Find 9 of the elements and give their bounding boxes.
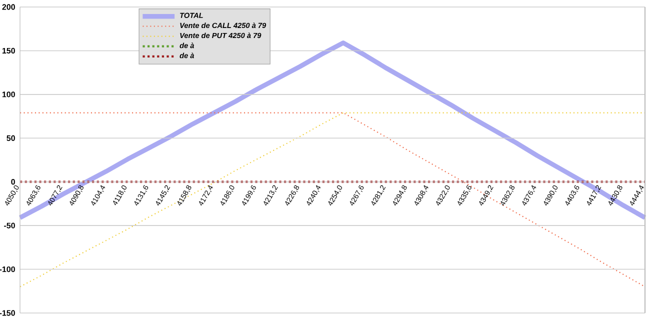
y-tick-label: 200 [2, 4, 15, 10]
y-tick-label: 150 [2, 48, 15, 54]
line-series [18, 40, 648, 220]
y-tick-label: -50 [4, 222, 15, 228]
y-tick-label: -150 [0, 310, 15, 316]
y-tick-label: 100 [2, 92, 15, 98]
y-tick-label: 50 [6, 135, 15, 141]
y-tick-label: 0 [11, 179, 15, 185]
y-tick-label: -100 [0, 266, 15, 272]
